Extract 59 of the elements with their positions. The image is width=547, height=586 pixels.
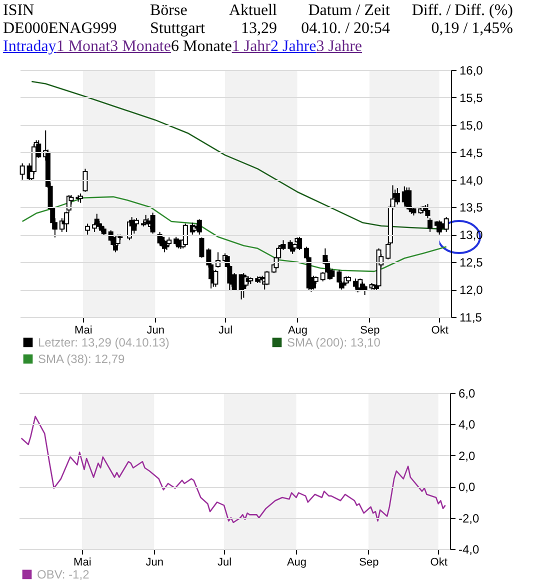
x-tick-label: Okt xyxy=(430,556,448,568)
candlestick xyxy=(182,223,188,246)
candlestick xyxy=(101,226,106,236)
text: Stuttgart xyxy=(150,20,206,38)
text: 3 Jahre xyxy=(316,38,362,55)
y-tick-label: 2,0 xyxy=(458,448,476,463)
x-tick-label: Aug xyxy=(286,556,307,568)
text: 13,29 xyxy=(241,20,277,38)
legend-label: OBV: -1,2 xyxy=(37,567,90,582)
x-tick-label: Aug xyxy=(288,324,308,336)
text: 0,19 / 1,45% xyxy=(431,20,513,38)
y-tick-label: 14,5 xyxy=(460,146,484,160)
text: 6 Monate xyxy=(170,38,232,55)
x-tick-label: Sep xyxy=(360,324,380,336)
x-tick-label: Jul xyxy=(217,556,232,568)
text: Datum / Zeit xyxy=(308,2,390,20)
y-tick-label: 11,5 xyxy=(460,310,482,324)
text: Intraday xyxy=(3,38,56,55)
text: Börse xyxy=(150,2,188,20)
y-tick-label: -2,0 xyxy=(458,511,480,526)
candlestick xyxy=(264,270,270,286)
text: 1 Jahr xyxy=(232,38,270,55)
y-tick-label: 4,0 xyxy=(458,418,476,432)
text: 2 Jahre xyxy=(270,38,316,55)
legend-label: SMA (200): 13,10 xyxy=(287,335,381,350)
text: Diff. / Diff. (%) xyxy=(412,2,513,20)
y-tick-label: 12,5 xyxy=(460,256,484,270)
legend-label: Letzter: 13,29 (04.10.13) xyxy=(38,335,170,350)
x-tick-label: Okt xyxy=(431,324,448,336)
y-tick-label: 16,0 xyxy=(460,64,484,78)
text: 3 Monate xyxy=(110,38,171,55)
x-tick-label: Sep xyxy=(359,556,379,568)
text: DE000ENAG999 xyxy=(3,20,117,38)
candlestick xyxy=(362,284,368,296)
candlestick xyxy=(82,168,88,192)
y-tick-label: 15,0 xyxy=(460,118,484,132)
legend-label: SMA (38): 12,79 xyxy=(38,352,126,366)
y-tick-label: 12,0 xyxy=(460,283,484,298)
text: Aktuell xyxy=(229,2,277,20)
y-tick-label: 6,0 xyxy=(458,386,476,400)
x-tick-label: Jun xyxy=(146,324,164,336)
candlestick xyxy=(428,218,433,232)
y-tick-label: -4,0 xyxy=(458,542,480,556)
candlestick xyxy=(20,162,25,180)
candlestick xyxy=(92,222,98,232)
x-tick-label: Mai xyxy=(74,324,92,336)
x-tick-label: Jul xyxy=(218,324,233,336)
line-series xyxy=(20,416,446,524)
y-tick-label: 14,0 xyxy=(460,173,484,188)
x-tick-label: Mai xyxy=(74,556,92,568)
y-tick-label: 13,5 xyxy=(460,200,484,215)
y-tick-label: 15,5 xyxy=(460,90,484,105)
text: ISIN xyxy=(3,2,34,20)
text: 1 Monat xyxy=(56,38,110,55)
candlestick xyxy=(199,236,204,258)
candlestick xyxy=(85,223,90,236)
text: 04.10. / 20:54 xyxy=(301,20,390,38)
y-tick-label: 0,0 xyxy=(458,480,476,494)
x-tick-label: Jun xyxy=(146,556,164,568)
